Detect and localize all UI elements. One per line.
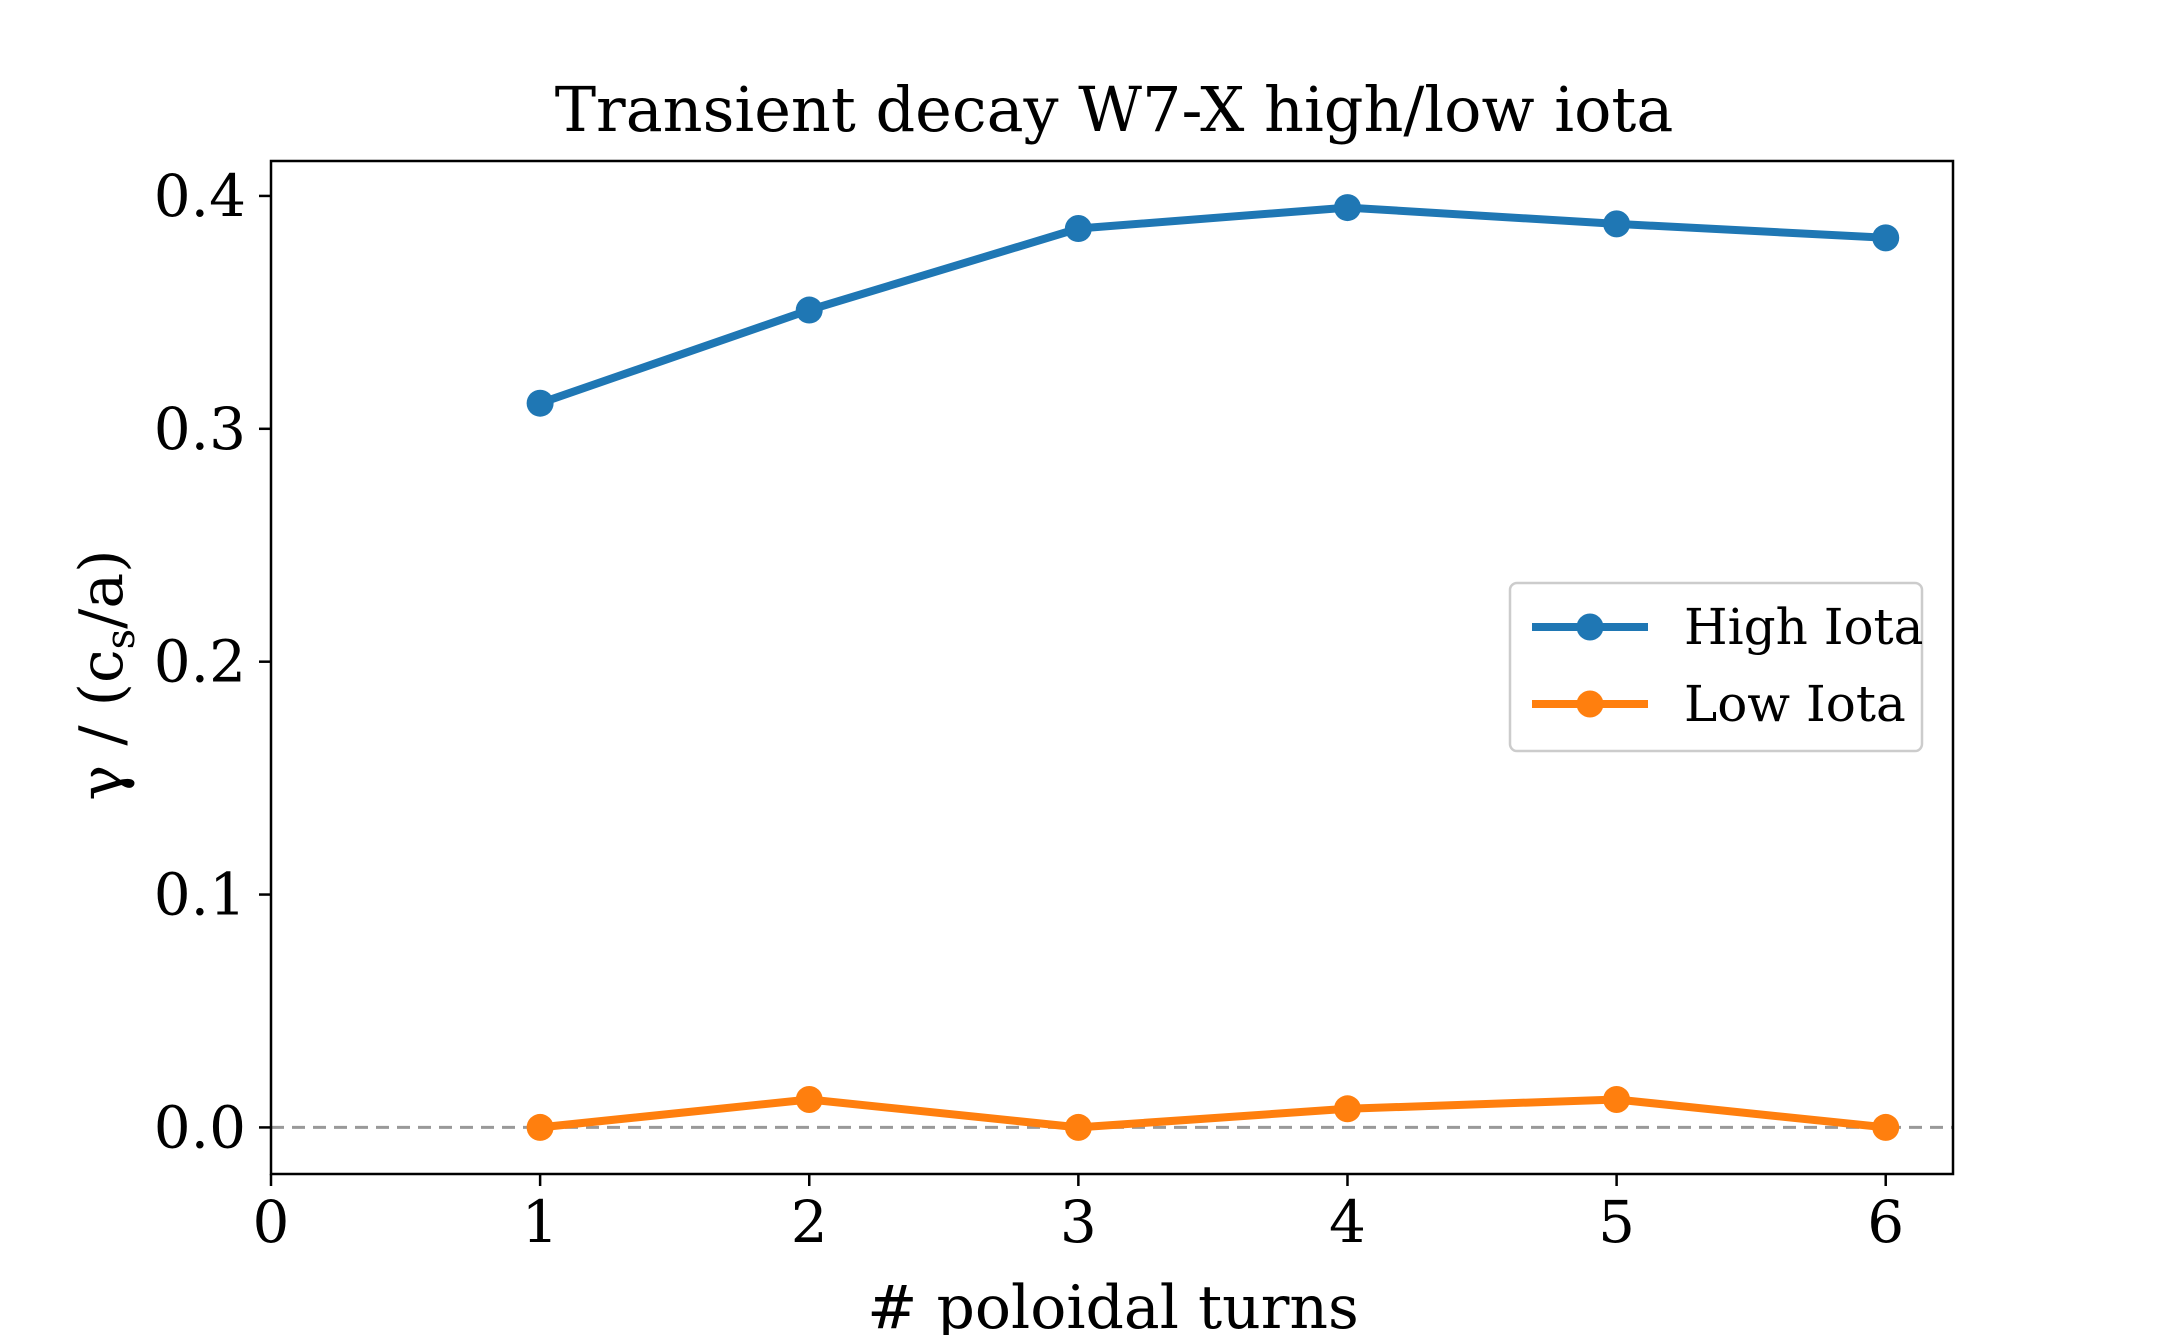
data-point-1-3 xyxy=(1333,1095,1361,1123)
data-point-0-1 xyxy=(795,296,823,324)
legend-entries: High Iota Low Iota xyxy=(1532,598,1923,733)
data-point-1-4 xyxy=(1603,1085,1631,1113)
y-axis-ticks: 0.0 0.1 0.2 0.3 0.4 xyxy=(154,162,271,1161)
axes-frame xyxy=(269,159,1955,1176)
data-point-1-5 xyxy=(1872,1113,1900,1141)
plot-area xyxy=(269,159,1955,1176)
data-point-0-0 xyxy=(526,389,554,417)
x-axis-ticks: 0 1 2 3 4 5 6 xyxy=(253,1174,1904,1256)
x-tick-label: 1 xyxy=(522,1188,559,1256)
legend-marker-1 xyxy=(1576,690,1604,718)
y-axis-label: γ / (cs/a) xyxy=(67,549,144,800)
x-axis-label: # poloidal turns xyxy=(867,1273,1359,1335)
x-tick-label: 2 xyxy=(791,1188,828,1256)
legend-label-1: Low Iota xyxy=(1684,675,1906,733)
data-point-1-0 xyxy=(526,1113,554,1141)
x-tick-label: 4 xyxy=(1329,1188,1366,1256)
y-tick-label: 0.1 xyxy=(154,861,246,929)
x-tick-label: 3 xyxy=(1060,1188,1097,1256)
x-tick-label: 6 xyxy=(1867,1188,1904,1256)
data-point-0-2 xyxy=(1064,215,1092,243)
x-tick-label: 0 xyxy=(253,1188,290,1256)
legend-marker-0 xyxy=(1576,613,1604,641)
data-point-0-3 xyxy=(1333,194,1361,222)
y-tick-label: 0.2 xyxy=(154,628,246,696)
series-line-0 xyxy=(536,203,1890,408)
series-layer xyxy=(526,194,1900,1141)
series-line-1 xyxy=(536,1095,1890,1132)
y-tick-label: 0.3 xyxy=(154,395,246,463)
y-tick-label: 0.0 xyxy=(154,1093,246,1161)
data-point-0-5 xyxy=(1872,224,1900,252)
chart-title: Transient decay W7-X high/low iota xyxy=(555,73,1674,146)
x-tick-label: 5 xyxy=(1598,1188,1635,1256)
y-tick-label: 0.4 xyxy=(154,162,246,230)
legend: High Iota Low Iota xyxy=(1508,581,1923,753)
data-point-1-2 xyxy=(1064,1113,1092,1141)
legend-label-0: High Iota xyxy=(1684,598,1923,656)
data-point-0-4 xyxy=(1603,210,1631,238)
data-point-1-1 xyxy=(795,1085,823,1113)
